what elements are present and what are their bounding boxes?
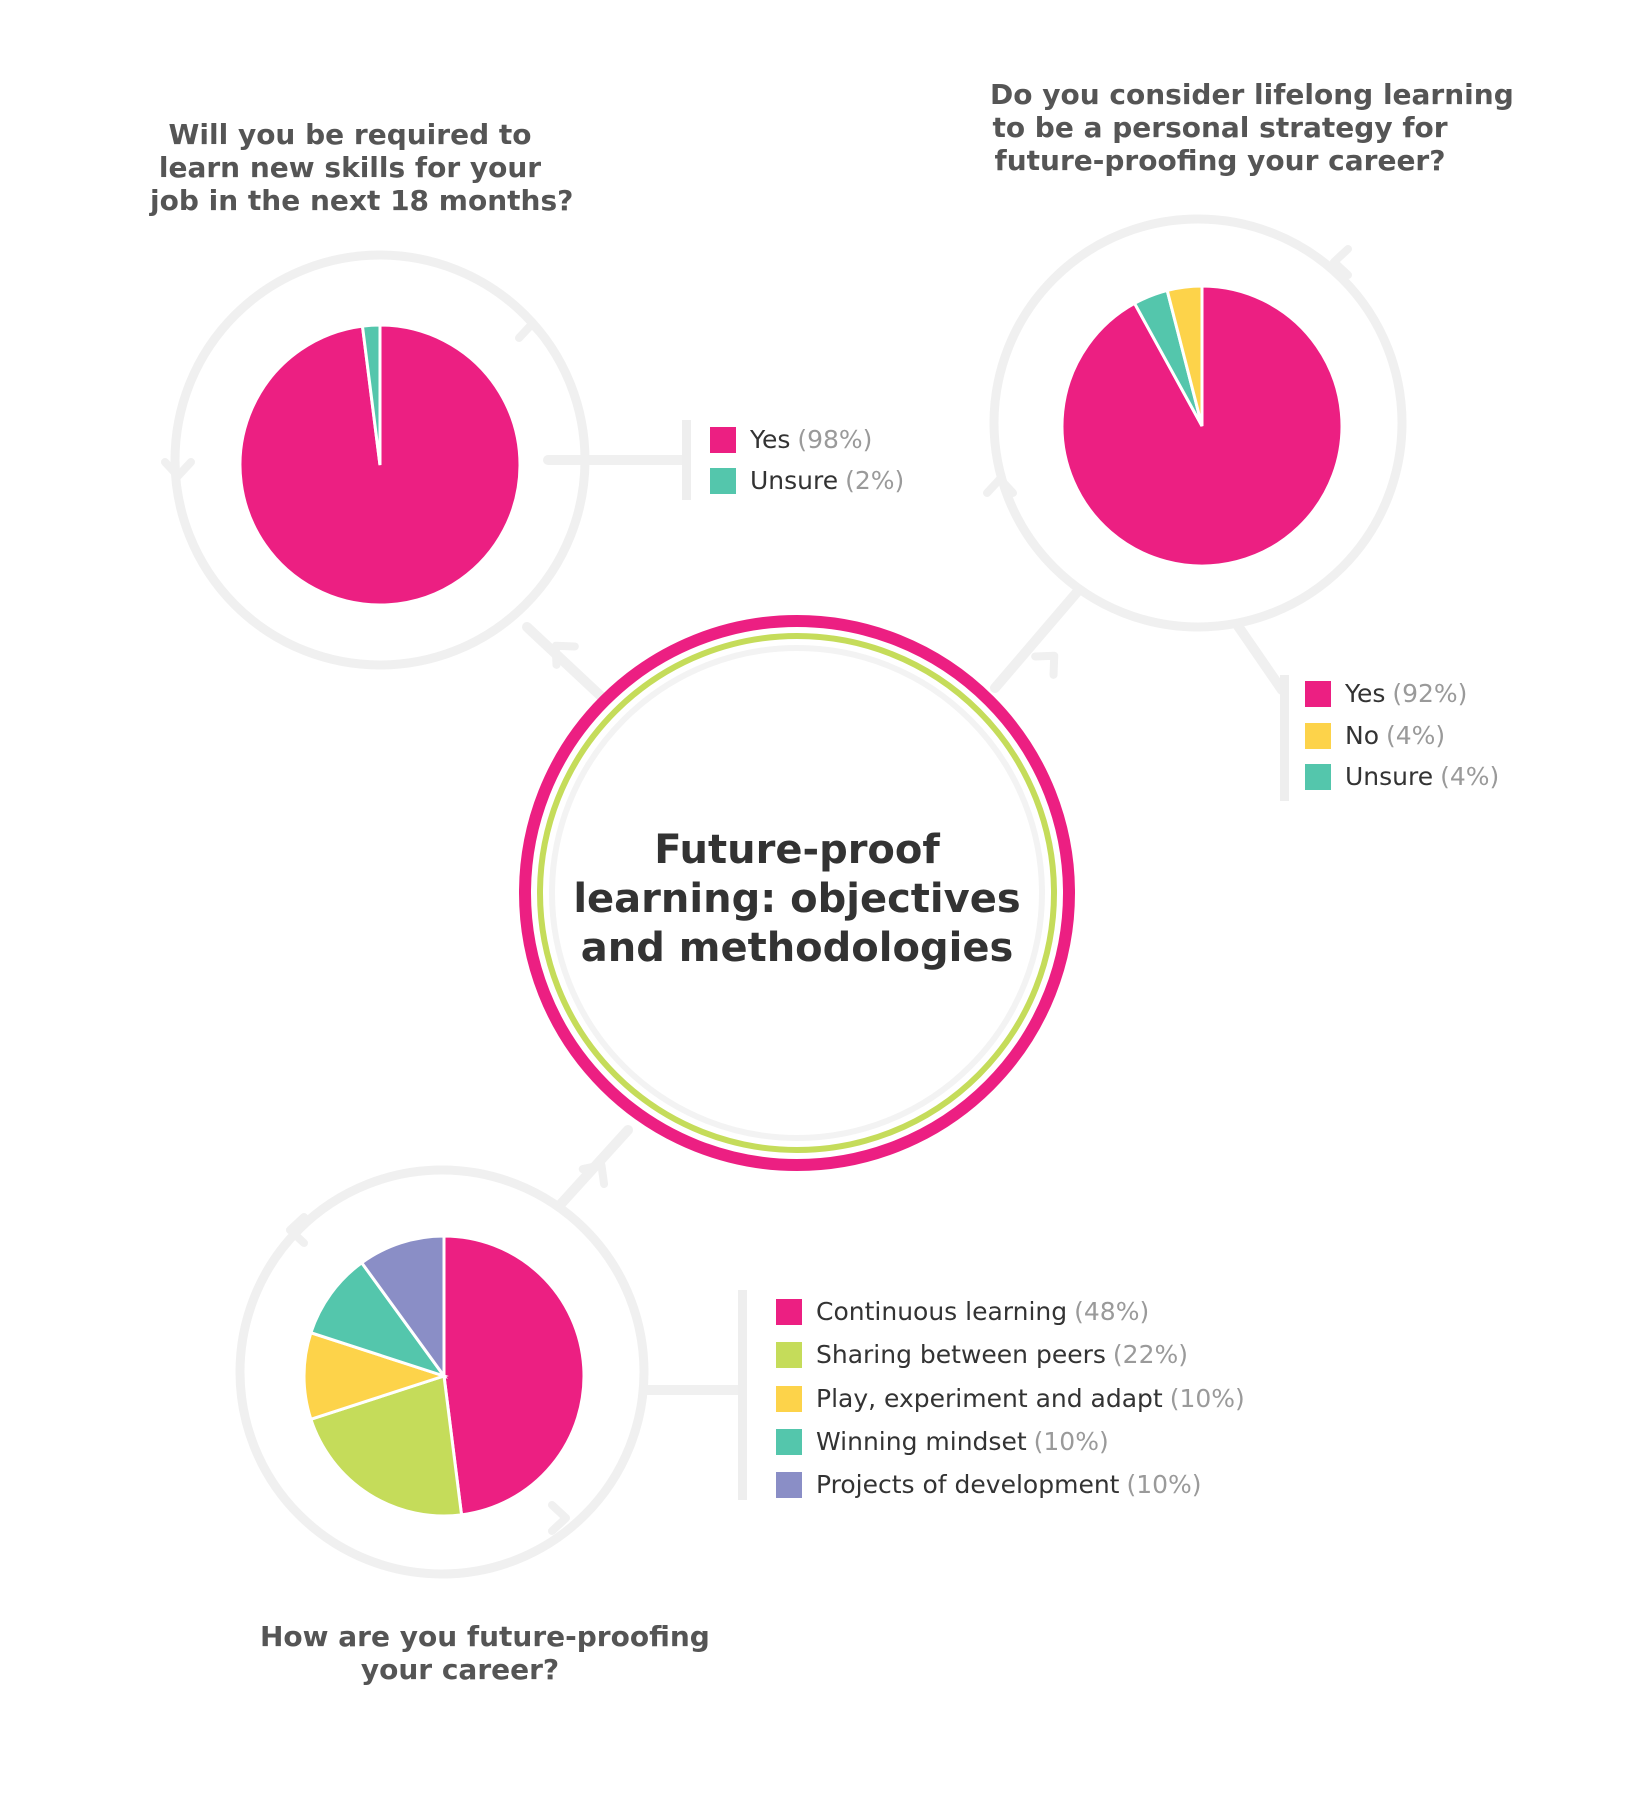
legend-item-unsure: Unsure (2%) [710, 466, 904, 495]
chart-3-title: How are you future-proofing your career? [260, 1620, 710, 1686]
center-ring-shadow [549, 645, 1045, 1141]
chevron-icon [1031, 651, 1059, 679]
legend-value: (92%) [1392, 679, 1468, 708]
legend-bar [738, 1290, 747, 1500]
legend-swatch [776, 1341, 802, 1368]
legend-swatch [710, 426, 736, 453]
orbit-ring [989, 214, 1407, 632]
legend-label: Unsure [750, 466, 839, 495]
legend-value: (22%) [1112, 1340, 1188, 1369]
legend-value: (10%) [1033, 1427, 1109, 1456]
legend-swatch [1305, 763, 1331, 790]
chart-2-title: Do you consider lifelong learning to be … [990, 78, 1514, 177]
orbit-rings [161, 214, 1407, 1579]
chevron-icon [578, 1161, 609, 1189]
chart-2-title-line: future-proofing your career? [994, 144, 1446, 177]
legend-swatch [710, 467, 736, 494]
center-title: Future-proof learning: objectives and me… [520, 826, 1074, 973]
legend-value: (10%) [1126, 1470, 1202, 1499]
legend-value: (48%) [1074, 1297, 1150, 1326]
pie-charts [238, 284, 1344, 1518]
pie-slice-continuous-learning [442, 1234, 586, 1517]
legend-label: Play, experiment and adapt [816, 1384, 1163, 1413]
chart-3-legend: Continuous learning (48%) Sharing betwee… [738, 1290, 1245, 1500]
chevron-icon [515, 320, 549, 342]
legend-value: (98%) [797, 425, 873, 454]
connector-line [522, 622, 610, 705]
orbit-ring [170, 250, 590, 670]
legend-swatch [776, 1471, 802, 1498]
chart-1-title: Will you be required to learn new skills… [150, 118, 574, 217]
chevron-icon [983, 475, 1017, 497]
legend-swatch [1305, 722, 1331, 749]
center-title-line: Future-proof [654, 827, 940, 873]
legend-swatch [776, 1385, 802, 1412]
legend-label: Continuous learning [816, 1297, 1068, 1326]
legend-bar [682, 420, 691, 500]
legend-value: (2%) [845, 466, 905, 495]
legend-item-no: No (4%) [1305, 721, 1445, 750]
connector-lines [522, 455, 1287, 1395]
legend-value: (10%) [1169, 1384, 1245, 1413]
chart-3-title-line: your career? [360, 1653, 560, 1686]
center-ring-outer [519, 615, 1075, 1171]
legend-item-projects-of-development: Projects of development (10%) [776, 1470, 1202, 1499]
legend-label: Yes [750, 425, 791, 454]
chart-1-legend: Yes (98%) Unsure (2%) [682, 420, 942, 500]
legend-swatch [776, 1298, 802, 1325]
chart-2-title-line: Do you consider lifelong learning [990, 78, 1514, 111]
pie-slice-sharing-between-peers [308, 1374, 464, 1518]
pie-slice-play-experiment-and-adapt [302, 1330, 449, 1422]
legend-item-winning-mindset: Winning mindset (10%) [776, 1427, 1109, 1456]
chevron-icon [161, 458, 195, 480]
legend-label: Yes [1345, 679, 1386, 708]
chart-3-title-line: How are you future-proofing [260, 1620, 710, 1653]
legend-item-yes: Yes (92%) [1305, 679, 1467, 708]
chevron-icon [1330, 245, 1352, 279]
chart-1-title-line: learn new skills for your [158, 151, 542, 184]
legend-label: Sharing between peers [816, 1340, 1106, 1369]
legend-value: (4%) [1386, 721, 1446, 750]
legend-swatch [776, 1428, 802, 1455]
pie-slice-unsure [360, 323, 382, 466]
legend-item-continuous-learning: Continuous learning (48%) [776, 1297, 1149, 1326]
legend-bar [1280, 675, 1289, 801]
legend-item-play-experiment-adapt: Play, experiment and adapt (10%) [776, 1384, 1245, 1413]
center-title-line: and methodologies [580, 925, 1014, 971]
legend-item-unsure: Unsure (4%) [1305, 762, 1499, 791]
legend-swatch [1305, 680, 1331, 707]
legend-item-yes: Yes (98%) [710, 425, 872, 454]
chart-2-title-line: to be a personal strategy for [992, 111, 1448, 144]
legend-item-sharing-between-peers: Sharing between peers (22%) [776, 1340, 1188, 1369]
pie-slice-projects-of-development [359, 1234, 446, 1381]
legend-label: Unsure [1345, 762, 1434, 791]
center-title-line: learning: objectives [573, 876, 1021, 922]
legend-label: Winning mindset [816, 1427, 1027, 1456]
chevron-icon [551, 641, 579, 669]
connector-line [1233, 621, 1287, 695]
chart-2-legend: Yes (92%) No (4%) Unsure (4%) [1280, 675, 1580, 801]
center-ring-inner [537, 633, 1057, 1153]
legend-label: Projects of development [816, 1470, 1120, 1499]
pie-slice-no [1165, 284, 1204, 427]
orbit-ring [235, 1165, 649, 1579]
chart-1-title-line: job in the next 18 months? [150, 184, 574, 217]
chevron-icon [548, 1501, 570, 1535]
pie-slice-winning-mindset [308, 1260, 448, 1379]
legend-label: No [1345, 721, 1379, 750]
legend-value: (4%) [1440, 762, 1500, 791]
chart-1-title-line: Will you be required to [168, 118, 532, 151]
chevron-icon [286, 1213, 308, 1247]
connector-line [990, 586, 1083, 693]
